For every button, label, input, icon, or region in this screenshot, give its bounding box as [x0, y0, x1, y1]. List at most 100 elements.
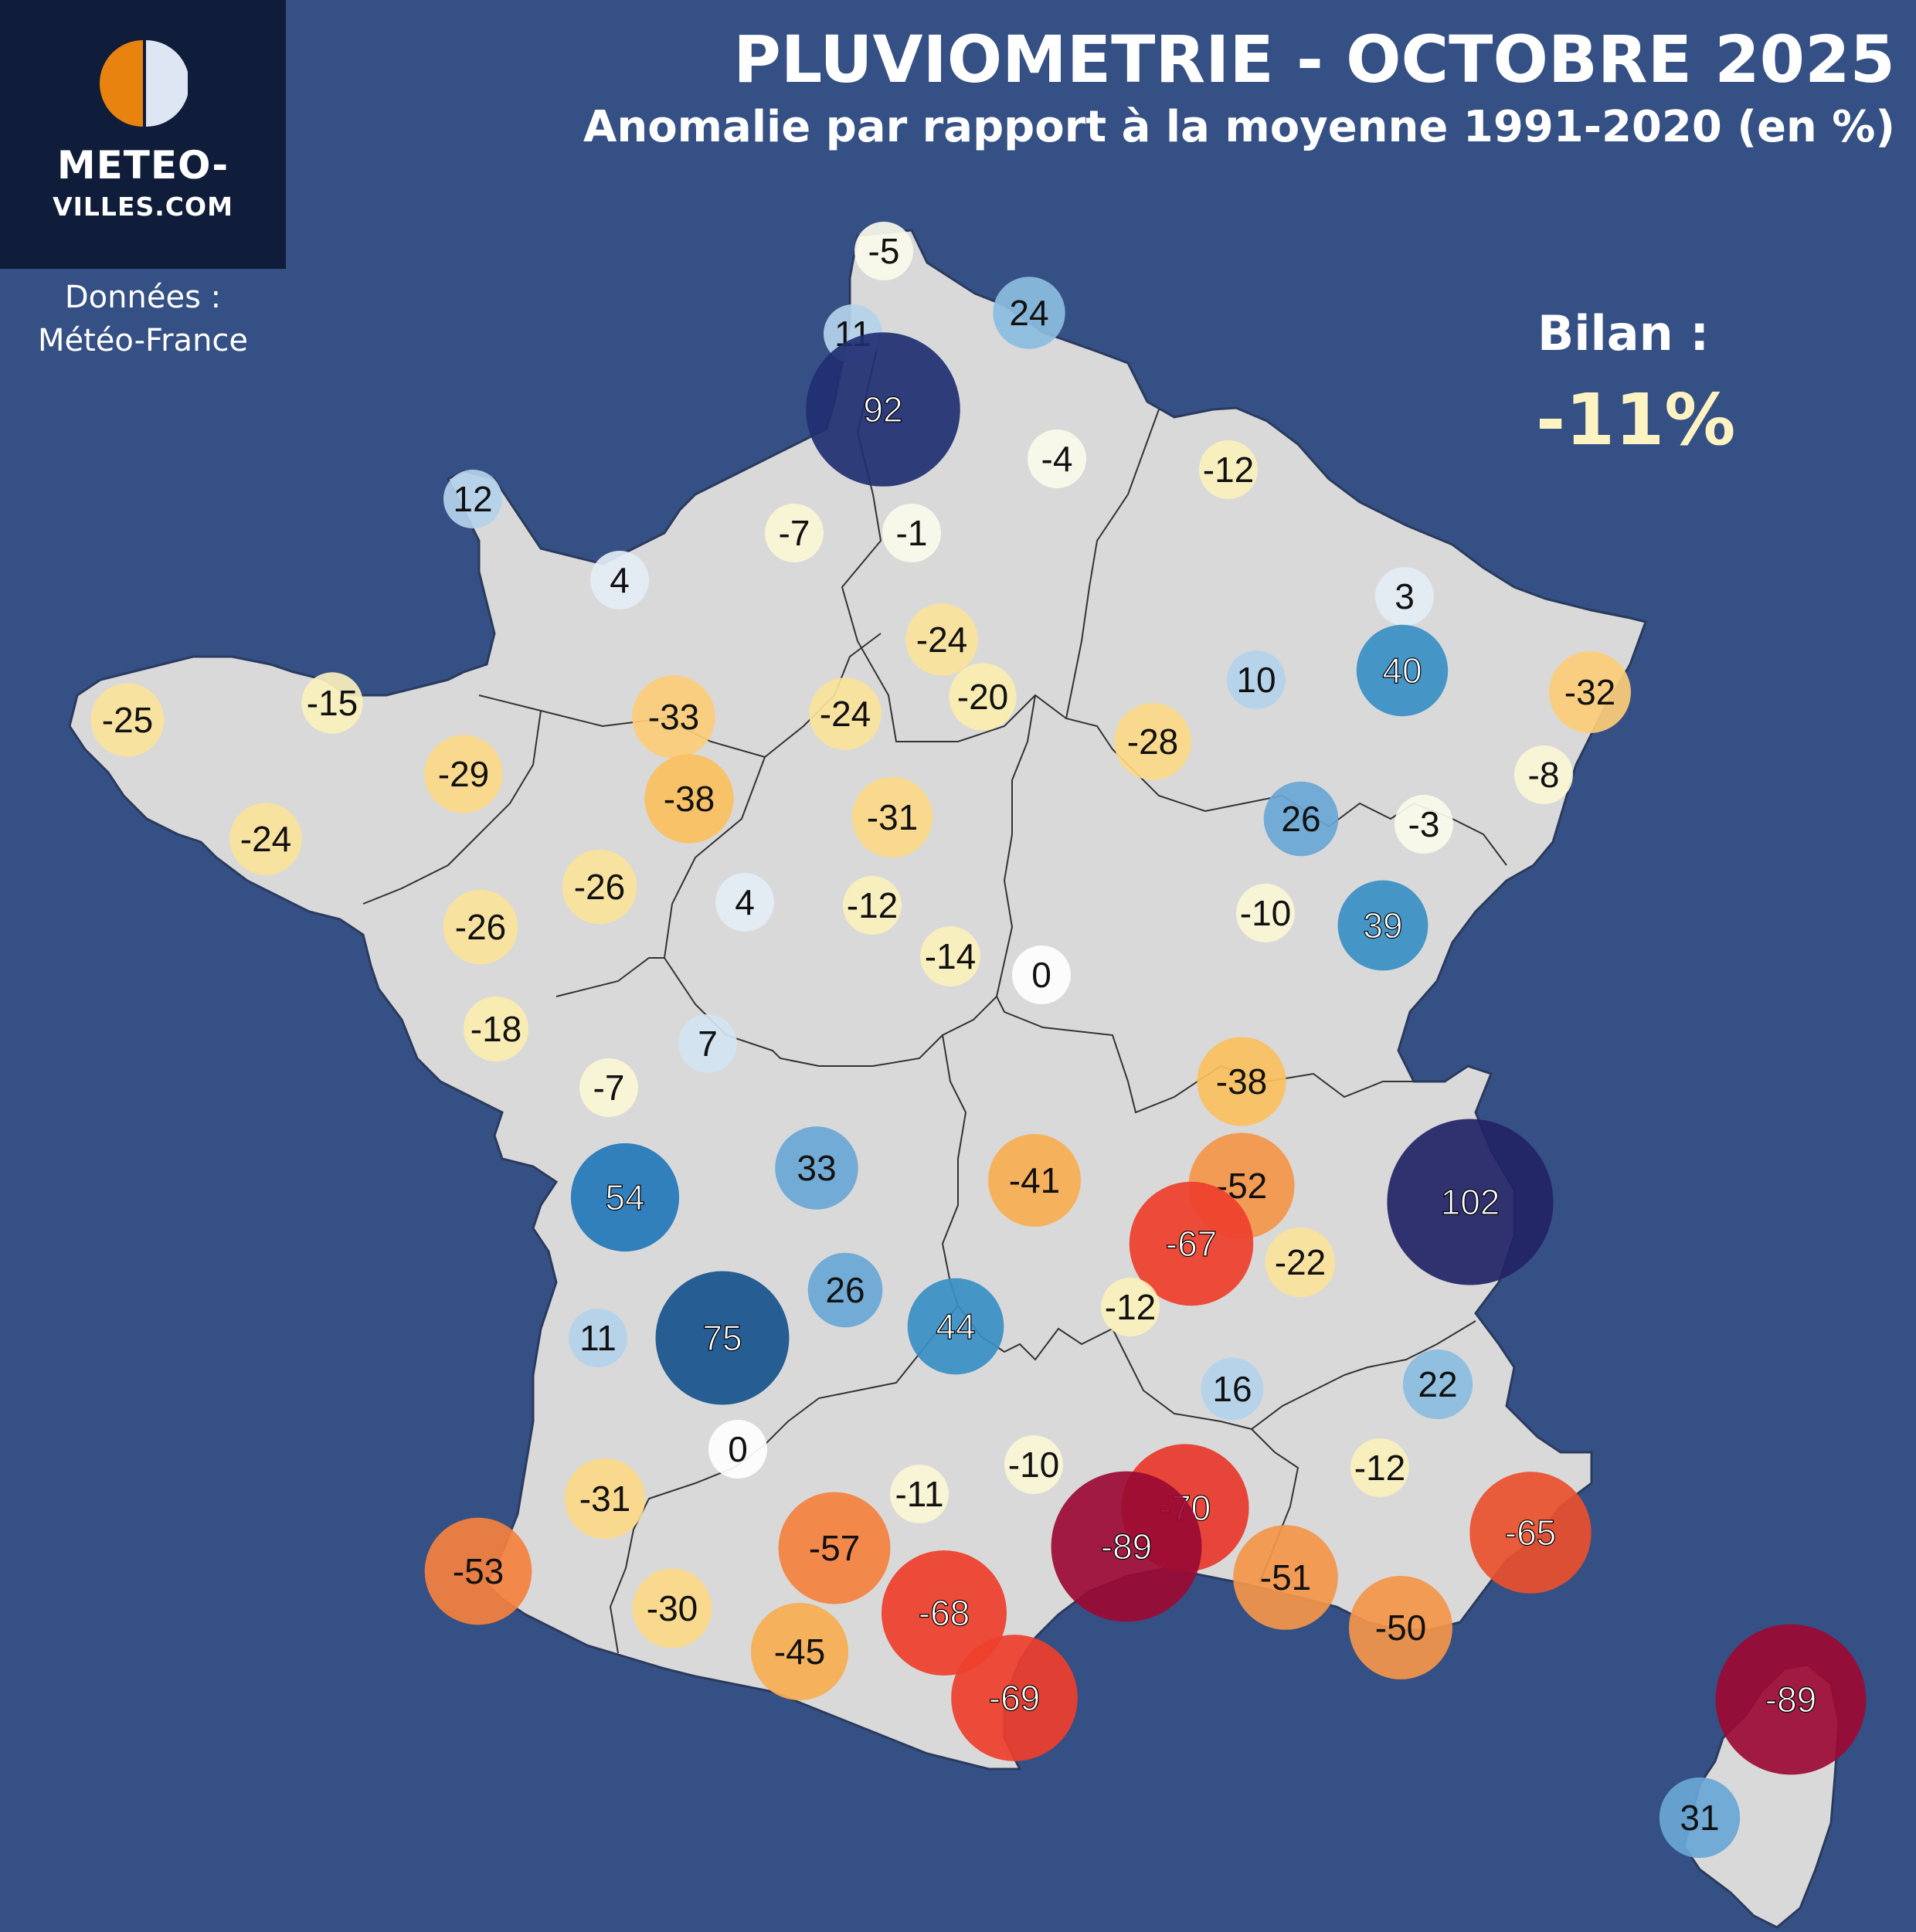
- station-bubble-circle: [1402, 1349, 1473, 1420]
- station-value-label: -7: [779, 513, 810, 553]
- station-bubble-circle: [1263, 781, 1339, 857]
- station-bubble-circle: [1201, 1357, 1264, 1421]
- station-bubble-circle: [1199, 440, 1258, 499]
- station-bubble: -10: [1236, 884, 1295, 942]
- station-bubble: -15: [301, 672, 363, 734]
- station-bubble: 3: [1375, 567, 1434, 626]
- station-bubble: -41: [988, 1134, 1081, 1227]
- station-value-label: -32: [1564, 672, 1615, 712]
- station-bubble-circle: [1114, 703, 1191, 780]
- station-bubble-circle: [1129, 1181, 1254, 1306]
- station-bubble-circle: [775, 1126, 858, 1210]
- station-value-label: 102: [1441, 1182, 1500, 1222]
- station-bubble-circle: [715, 873, 774, 932]
- station-value-label: -89: [1101, 1526, 1152, 1567]
- station-bubble-circle: [1350, 1438, 1409, 1497]
- station-value-label: -24: [916, 620, 967, 660]
- station-value-label: -25: [102, 700, 153, 740]
- station-bubble-circle: [301, 672, 363, 734]
- station-bubble: 10: [1227, 650, 1286, 709]
- station-bubble-circle: [1549, 651, 1631, 733]
- station-value-label: 0: [1031, 955, 1051, 995]
- station-bubble-circle: [1004, 1435, 1063, 1494]
- station-value-label: -57: [809, 1528, 860, 1568]
- station-bubble-circle: [424, 1517, 532, 1625]
- station-value-label: -33: [648, 697, 699, 737]
- station-value-label: 22: [1418, 1364, 1457, 1404]
- station-bubble-circle: [1028, 430, 1086, 488]
- station-value-label: -38: [1216, 1061, 1267, 1102]
- station-bubble-circle: [1514, 745, 1573, 804]
- station-bubble-circle: [920, 926, 980, 986]
- station-bubble-circle: [882, 504, 941, 562]
- station-bubble-circle: [1349, 1576, 1452, 1679]
- station-value-label: -26: [574, 867, 625, 907]
- logo-box: METEO- VILLES.COM: [0, 0, 286, 269]
- station-value-label: 3: [1395, 576, 1415, 616]
- station-bubble: -3: [1395, 795, 1453, 854]
- station-bubble: -29: [424, 735, 503, 813]
- station-value-label: 92: [863, 389, 902, 430]
- station-bubble-circle: [569, 1309, 627, 1367]
- station-bubble-circle: [854, 222, 913, 280]
- station-bubble: 4: [715, 873, 774, 932]
- station-bubble-circle: [632, 675, 715, 759]
- station-bubble: 12: [443, 470, 502, 528]
- station-value-label: -38: [664, 779, 715, 819]
- station-bubble: -65: [1469, 1472, 1592, 1594]
- station-bubble-circle: [807, 1252, 883, 1328]
- station-bubble: 40: [1356, 624, 1449, 717]
- station-value-label: -69: [989, 1678, 1040, 1718]
- station-bubble: -32: [1549, 651, 1631, 733]
- summary-value: -11%: [1536, 379, 1736, 461]
- station-value-label: 24: [1009, 293, 1048, 333]
- station-value-label: -11: [895, 1474, 943, 1514]
- station-value-label: -50: [1375, 1608, 1426, 1648]
- station-bubble-circle: [1233, 1525, 1338, 1630]
- station-value-label: -24: [820, 694, 871, 734]
- station-bubble-circle: [632, 1568, 712, 1648]
- station-value-label: -67: [1166, 1224, 1217, 1264]
- station-bubble: -50: [1349, 1576, 1452, 1679]
- station-bubble: -33: [632, 675, 715, 759]
- station-bubble-circle: [1469, 1472, 1592, 1594]
- station-bubble: 102: [1387, 1119, 1554, 1285]
- logo-sun-icon: [100, 40, 188, 127]
- source-label: Données :: [64, 280, 222, 315]
- station-bubble-circle: [765, 504, 824, 562]
- station-value-label: 31: [1680, 1798, 1719, 1838]
- station-value-label: -12: [847, 885, 898, 925]
- station-bubble-circle: [843, 876, 902, 935]
- station-bubble-circle: [443, 889, 518, 965]
- station-bubble-circle: [1356, 624, 1449, 717]
- station-bubble-circle: [1337, 880, 1429, 971]
- station-value-label: 33: [797, 1148, 836, 1188]
- station-bubble: -26: [562, 849, 637, 925]
- station-bubble-circle: [778, 1492, 891, 1604]
- station-bubble: -8: [1514, 745, 1573, 804]
- station-bubble: 24: [993, 277, 1065, 349]
- station-bubble: -53: [424, 1517, 532, 1625]
- station-value-label: -31: [867, 797, 918, 837]
- station-bubble-circle: [562, 849, 637, 925]
- station-value-label: -89: [1765, 1679, 1816, 1720]
- station-value-label: 40: [1382, 650, 1422, 691]
- station-bubble-circle: [1101, 1278, 1160, 1336]
- station-bubble: -7: [765, 504, 824, 562]
- station-bubble: -31: [564, 1458, 646, 1540]
- station-value-label: -15: [307, 683, 358, 723]
- station-bubble-circle: [564, 1458, 646, 1540]
- station-bubble: 4: [590, 551, 649, 609]
- station-value-label: 75: [702, 1318, 742, 1358]
- station-bubble: -28: [1114, 703, 1191, 780]
- station-value-label: 11: [579, 1318, 617, 1358]
- station-bubble-circle: [1265, 1227, 1336, 1298]
- station-bubble-circle: [750, 1602, 849, 1701]
- station-bubble-circle: [463, 996, 529, 1062]
- station-value-label: -41: [1009, 1160, 1060, 1200]
- station-value-label: -14: [925, 936, 976, 976]
- station-bubble-circle: [644, 754, 734, 844]
- station-bubble: 26: [1263, 781, 1339, 857]
- station-bubble: 0: [708, 1420, 767, 1479]
- logo-text-line2: VILLES.COM: [53, 192, 233, 222]
